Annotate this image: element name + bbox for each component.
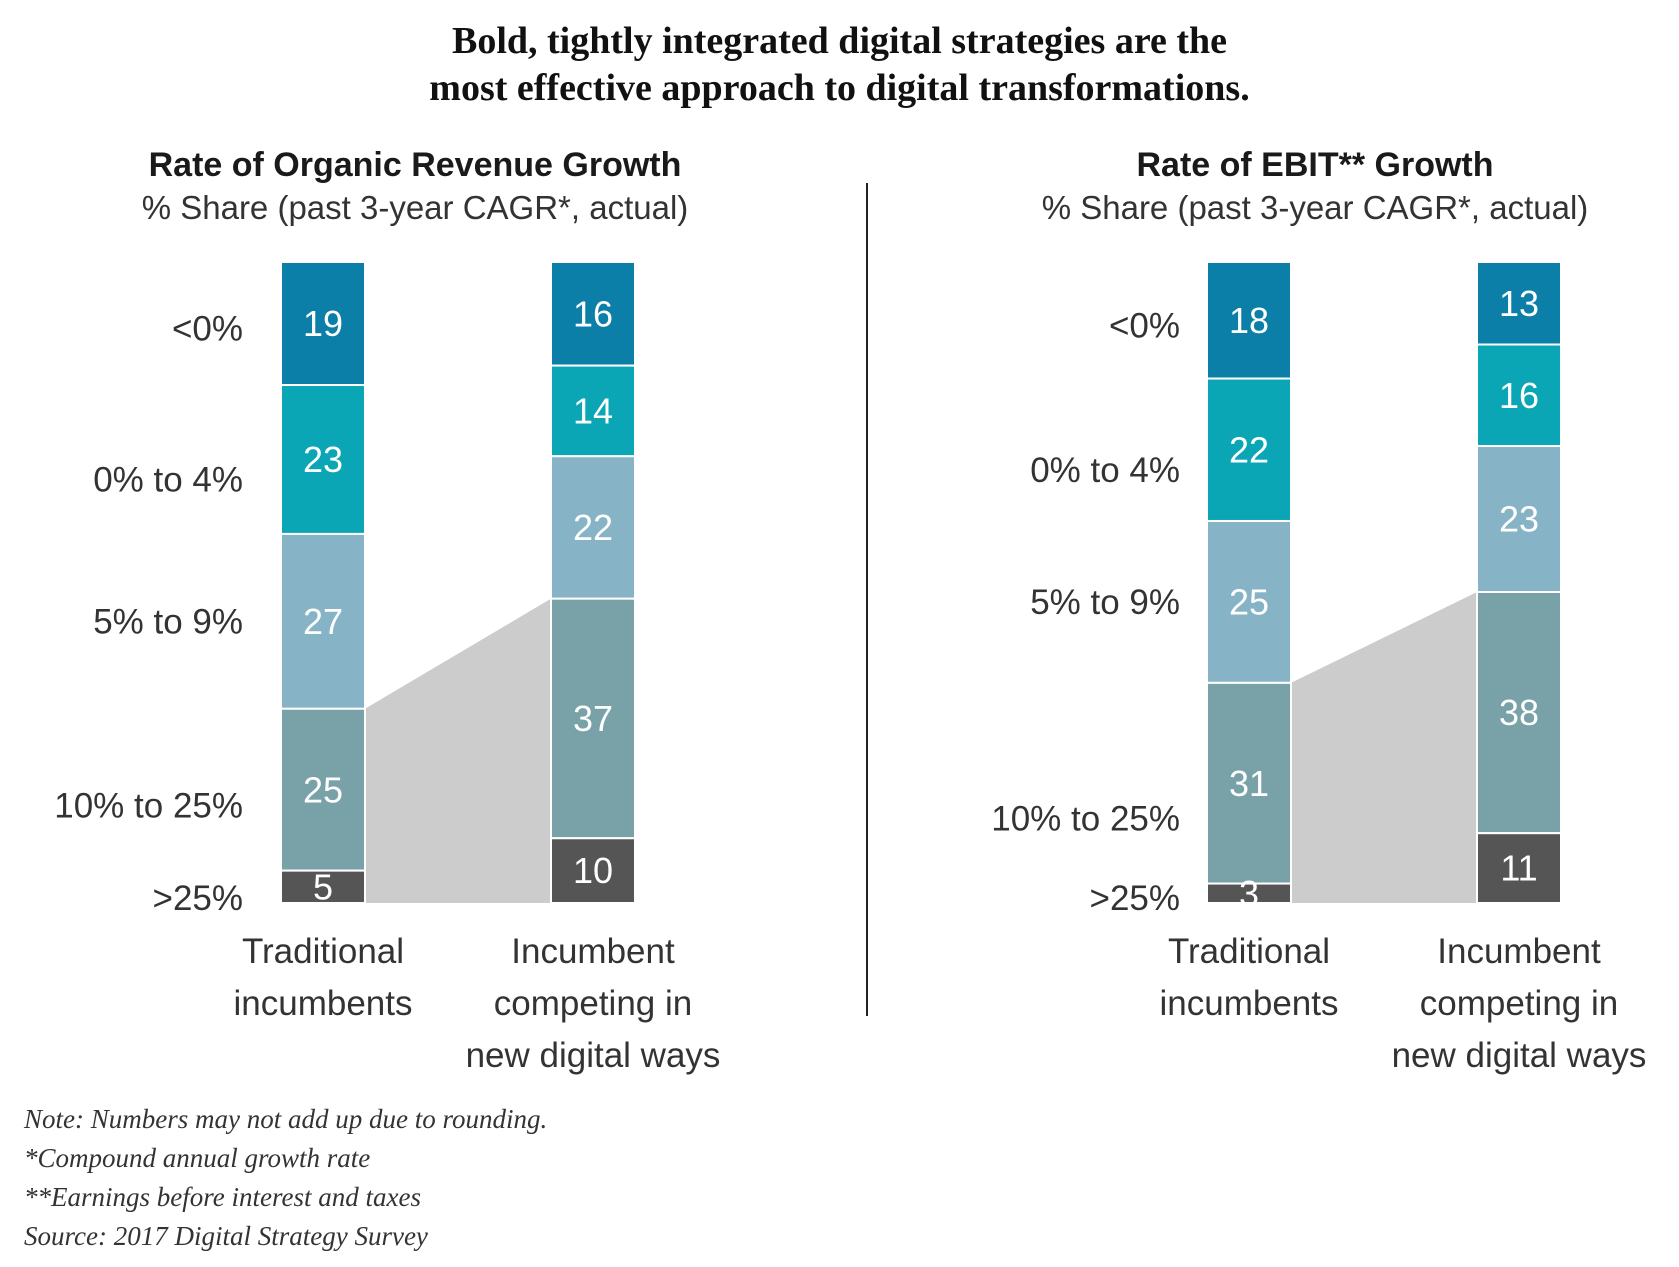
bar-segment-25 [550, 837, 636, 904]
bar-segment-0 [1206, 261, 1292, 380]
category-label: Incumbent [511, 932, 675, 971]
panel-divider [866, 183, 868, 1016]
category-label: competing in [1420, 984, 1618, 1023]
bar-segment-10-to-25 [1206, 681, 1292, 885]
bar-segment-0 [1476, 261, 1562, 346]
bar-segment-10-to-25 [280, 707, 366, 872]
bar-segment-5-to-9 [550, 455, 636, 600]
growth-band-label: >25% [1090, 879, 1181, 918]
category-label: incumbents [1160, 984, 1339, 1023]
left-chart-title: Rate of Organic Revenue Growth [148, 146, 682, 184]
bar-segment-0 [280, 261, 366, 387]
category-label: new digital ways [466, 1036, 721, 1075]
charts-canvas: 19 23 27 25 5 16 14 22 37 10 <0% 0% to 4% 5% to 9% 10… [54, 261, 1647, 1075]
data-label: 10 [573, 850, 613, 891]
data-label: 23 [303, 439, 343, 480]
note-cagr: *Compound annual growth rate [24, 1143, 371, 1173]
data-label: 16 [573, 293, 613, 334]
footnotes: Note: Numbers may not add up due to roun… [24, 1100, 547, 1256]
category-label: Traditional [1168, 932, 1330, 971]
bar-segment-10-to-25 [1476, 591, 1562, 835]
bar-segment-0-to-4 [550, 364, 636, 458]
data-label: 5 [313, 866, 333, 907]
data-label: 27 [303, 601, 343, 642]
data-label: 38 [1499, 692, 1539, 733]
bar-segment-10-to-25 [550, 597, 636, 840]
category-label: incumbents [234, 984, 413, 1023]
note-source: Source: 2017 Digital Strategy Survey [24, 1221, 428, 1251]
data-label: 13 [1499, 283, 1539, 324]
data-label: 37 [573, 698, 613, 739]
data-label: 22 [573, 507, 613, 548]
note-ebit: **Earnings before interest and taxes [24, 1182, 421, 1212]
category-label: new digital ways [1392, 1036, 1647, 1075]
growth-band-label: 5% to 9% [93, 602, 243, 641]
bar-segment-0 [550, 261, 636, 367]
growth-band-label: <0% [172, 310, 243, 349]
growth-band-label: 0% to 4% [1030, 451, 1180, 490]
growth-band-label: >25% [153, 879, 244, 918]
growth-connector-band [365, 598, 551, 903]
bar-segment-25 [280, 869, 366, 905]
data-label: 22 [1229, 429, 1269, 470]
growth-band-label: 10% to 25% [991, 800, 1180, 839]
bar-segment-5-to-9 [280, 532, 366, 710]
data-label: 23 [1499, 499, 1539, 540]
data-label: 11 [1500, 848, 1537, 889]
right-chart-subtitle: % Share (past 3-year CAGR*, actual) [1041, 189, 1589, 226]
data-label: 3 [1239, 873, 1259, 914]
data-label: 19 [303, 303, 343, 344]
main-title: Bold, tightly integrated digital strateg… [0, 18, 1679, 112]
data-label: 25 [1229, 582, 1269, 623]
category-label: Incumbent [1437, 932, 1601, 971]
growth-band-label: 10% to 25% [54, 787, 243, 826]
main-title-line-1: Bold, tightly integrated digital strateg… [451, 20, 1228, 62]
data-label: 25 [303, 769, 343, 810]
main-title-line-2: most effective approach to digital trans… [429, 67, 1250, 109]
left-chart-subtitle: % Share (past 3-year CAGR*, actual) [141, 189, 689, 226]
bar-segment-0-to-4 [280, 384, 366, 535]
data-label: 31 [1229, 763, 1269, 804]
bar-segment-0-to-4 [1476, 343, 1562, 448]
category-label: Traditional [242, 932, 404, 971]
bar-segment-25 [1206, 882, 1292, 904]
right-chart-title: Rate of EBIT** Growth [1136, 146, 1494, 184]
growth-band-label: 5% to 9% [1030, 583, 1180, 622]
category-label: competing in [494, 984, 692, 1023]
data-label: 16 [1499, 375, 1539, 416]
growth-band-label: 0% to 4% [93, 460, 243, 499]
growth-band-label: <0% [1109, 306, 1180, 345]
data-label: 14 [573, 391, 613, 432]
note-rounding: Note: Numbers may not add up due to roun… [24, 1104, 548, 1134]
bar-segment-25 [1476, 832, 1562, 904]
data-label: 18 [1229, 300, 1269, 341]
growth-connector-band [1291, 592, 1477, 903]
